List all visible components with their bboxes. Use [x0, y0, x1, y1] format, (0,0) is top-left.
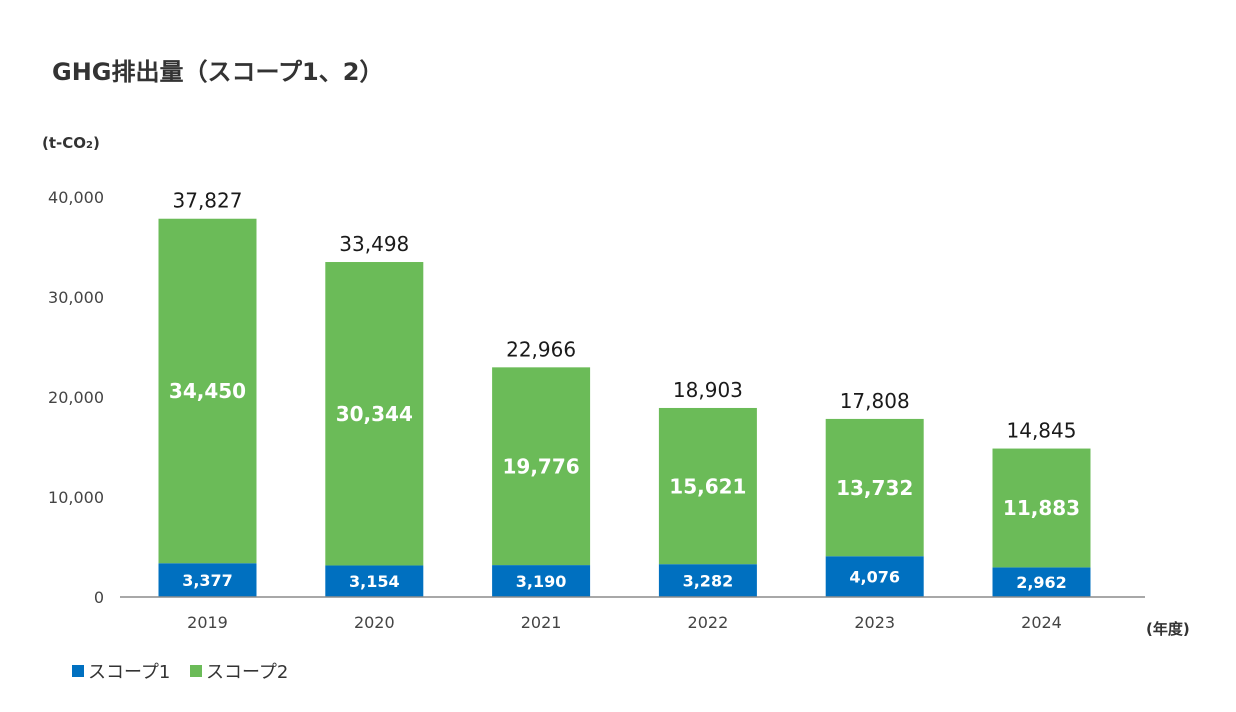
total-value-label: 18,903 — [673, 378, 743, 402]
y-tick-label: 30,000 — [48, 288, 104, 307]
scope1-bar — [658, 564, 757, 597]
y-tick-label: 10,000 — [48, 488, 104, 507]
scope2-value-label: 30,344 — [336, 402, 413, 426]
y-tick-label: 20,000 — [48, 388, 104, 407]
scope1-bar — [492, 565, 591, 597]
scope1-bar — [158, 563, 257, 597]
scope2-value-label: 34,450 — [169, 379, 246, 403]
legend-label-scope2: スコープ2 — [206, 662, 288, 683]
scope1-bar — [992, 567, 1091, 597]
x-tick-label: 2023 — [854, 613, 895, 632]
scope1-value-label: 2,962 — [1016, 573, 1067, 592]
x-axis-label: (年度) — [1146, 620, 1190, 638]
legend-swatch-scope2 — [190, 665, 202, 677]
scope1-value-label: 4,076 — [849, 567, 900, 586]
x-tick-label: 2024 — [1021, 613, 1062, 632]
scope2-value-label: 11,883 — [1003, 496, 1080, 520]
legend-label-scope1: スコープ1 — [88, 662, 170, 683]
x-tick-label: 2021 — [521, 613, 562, 632]
x-tick-label: 2020 — [354, 613, 395, 632]
scope1-bar — [825, 556, 924, 597]
scope2-bar — [825, 418, 924, 557]
scope2-value-label: 13,732 — [836, 476, 913, 500]
scope2-bar — [325, 262, 424, 566]
scope1-value-label: 3,154 — [349, 572, 400, 591]
total-value-label: 22,966 — [506, 337, 576, 361]
scope2-bar — [992, 448, 1091, 568]
scope2-bar — [492, 367, 591, 566]
total-value-label: 37,827 — [173, 189, 243, 213]
y-tick-label: 40,000 — [48, 188, 104, 207]
total-value-label: 14,845 — [1007, 419, 1077, 443]
legend: スコープ1 スコープ2 — [72, 662, 288, 683]
y-axis-unit-label: (t-CO2) — [42, 134, 100, 152]
scope1-value-label: 3,190 — [516, 572, 567, 591]
plot-area: 3,377 34,450 37,827 3,154 30,344 33,498 3,190 1… — [158, 189, 1091, 597]
scope2-bar — [158, 218, 257, 564]
scope1-value-label: 3,377 — [182, 571, 233, 590]
total-value-label: 17,808 — [840, 389, 910, 413]
scope2-bar — [658, 407, 757, 565]
legend-swatch-scope1 — [72, 665, 84, 677]
y-axis: 0 10,000 20,000 30,000 40,000 — [48, 188, 104, 607]
total-value-label: 33,498 — [339, 232, 409, 256]
scope1-value-label: 3,282 — [683, 571, 734, 590]
x-tick-label: 2022 — [688, 613, 729, 632]
scope1-bar — [325, 565, 424, 597]
scope2-value-label: 15,621 — [669, 474, 746, 498]
y-tick-label: 0 — [94, 588, 104, 607]
scope2-value-label: 19,776 — [503, 454, 580, 478]
x-tick-label: 2019 — [187, 613, 228, 632]
chart-title: GHG排出量（スコープ1、2） — [52, 58, 383, 86]
x-axis: 2019 2020 2021 2022 2023 2024 — [187, 613, 1062, 632]
